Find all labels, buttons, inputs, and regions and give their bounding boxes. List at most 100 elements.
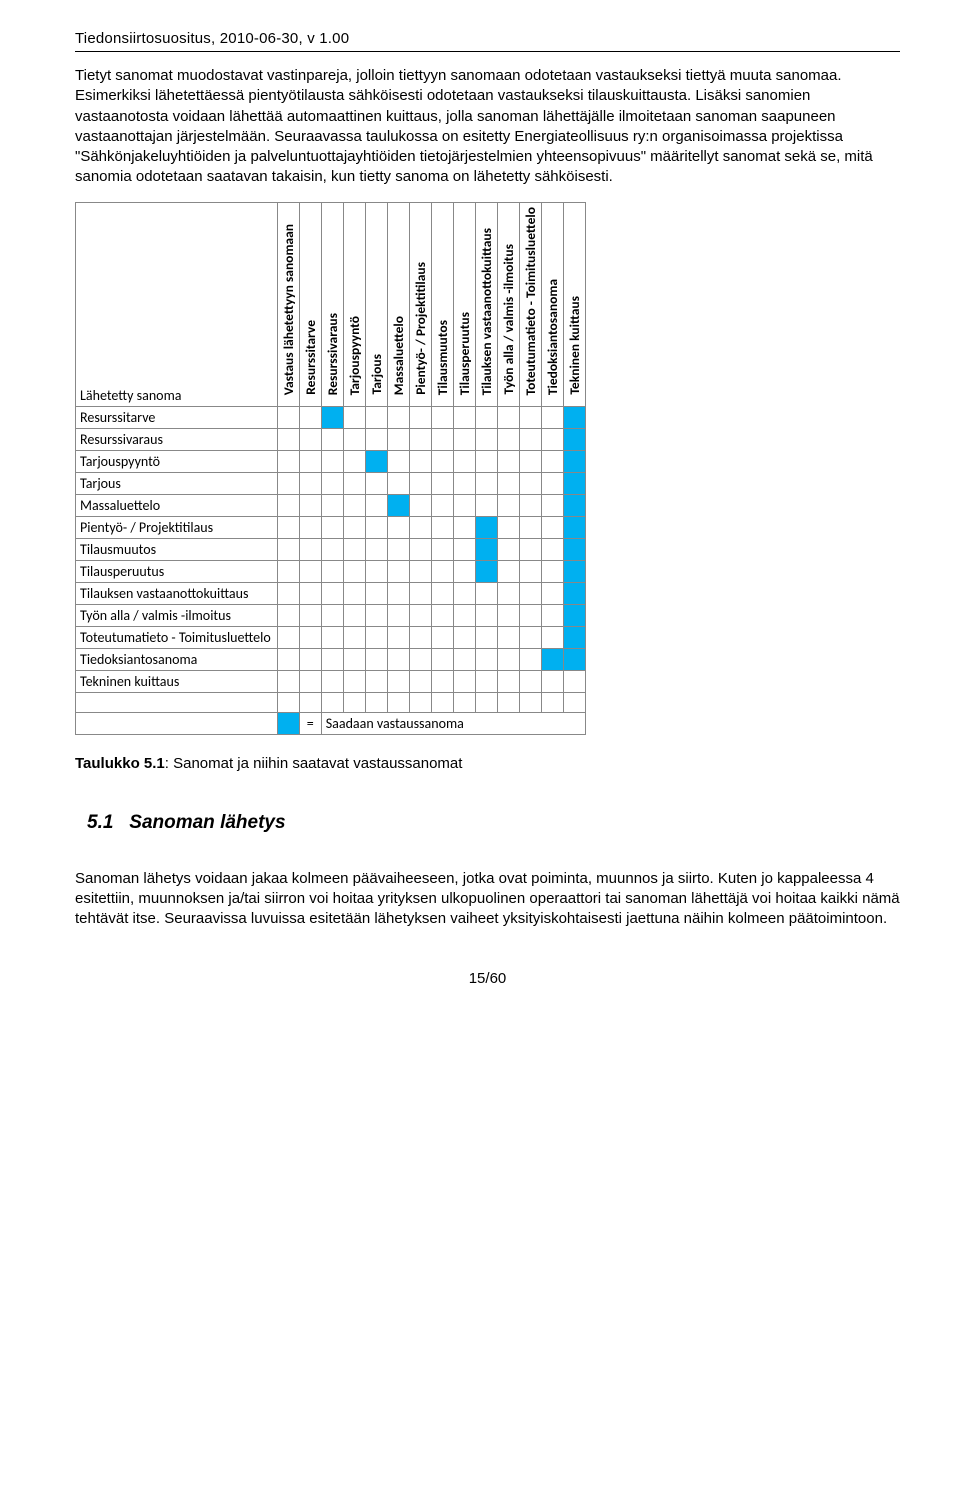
matrix-cell	[409, 516, 431, 538]
matrix-cell	[541, 582, 563, 604]
matrix-cell	[453, 626, 475, 648]
matrix-row-header: Tilauksen vastaanottokuittaus	[76, 582, 278, 604]
intro-paragraph: Tietyt sanomat muodostavat vastinpareja,…	[75, 66, 900, 188]
matrix-cell	[365, 538, 387, 560]
matrix-cell	[519, 582, 541, 604]
matrix-cell	[563, 494, 585, 516]
matrix-cell	[431, 406, 453, 428]
matrix-cell	[299, 428, 321, 450]
matrix-cell	[475, 450, 497, 472]
matrix-cell	[519, 538, 541, 560]
matrix-cell	[541, 560, 563, 582]
matrix-cell	[475, 582, 497, 604]
matrix-row-header: Tilausmuutos	[76, 538, 278, 560]
matrix-cell	[321, 516, 343, 538]
matrix-cell	[453, 450, 475, 472]
matrix-cell	[321, 582, 343, 604]
matrix-col-header: Tarjouspyyntö	[343, 202, 365, 406]
matrix-cell	[321, 538, 343, 560]
matrix-cell	[321, 648, 343, 670]
matrix-row-header: Tilausperuutus	[76, 560, 278, 582]
page-number: 15/60	[75, 970, 900, 987]
matrix-cell	[541, 648, 563, 670]
matrix-cell	[387, 604, 409, 626]
matrix-cell	[365, 428, 387, 450]
matrix-cell	[387, 428, 409, 450]
matrix-cell	[299, 494, 321, 516]
matrix-cell	[453, 560, 475, 582]
matrix-cell	[321, 626, 343, 648]
matrix-cell	[431, 560, 453, 582]
matrix-cell	[563, 604, 585, 626]
matrix-cell	[277, 626, 299, 648]
matrix-cell	[277, 494, 299, 516]
matrix-col-header: Resurssitarve	[299, 202, 321, 406]
matrix-cell	[475, 626, 497, 648]
matrix-col-header: Tiedoksiantosanoma	[541, 202, 563, 406]
matrix-cell	[277, 604, 299, 626]
matrix-cell	[409, 450, 431, 472]
matrix-cell	[365, 406, 387, 428]
matrix-row-header: Resurssivaraus	[76, 428, 278, 450]
matrix-cell	[321, 604, 343, 626]
matrix-cell	[409, 428, 431, 450]
matrix-cell	[519, 648, 541, 670]
matrix-cell	[541, 472, 563, 494]
matrix-col-header: Pientyö- / Projektitilaus	[409, 202, 431, 406]
matrix-cell	[365, 494, 387, 516]
matrix-cell	[497, 604, 519, 626]
matrix-cell	[497, 494, 519, 516]
matrix-cell	[431, 450, 453, 472]
matrix-cell	[431, 494, 453, 516]
caption-label: Taulukko 5.1	[75, 755, 165, 772]
matrix-cell	[519, 516, 541, 538]
matrix-row-header: Työn alla / valmis -ilmoitus	[76, 604, 278, 626]
matrix-cell	[409, 648, 431, 670]
matrix-cell	[387, 582, 409, 604]
matrix-cell	[453, 648, 475, 670]
matrix-cell	[299, 406, 321, 428]
matrix-cell	[343, 560, 365, 582]
page-header: Tiedonsiirtosuositus, 2010-06-30, v 1.00	[75, 30, 900, 52]
matrix-cell	[563, 450, 585, 472]
matrix-cell	[563, 582, 585, 604]
matrix-cell	[453, 582, 475, 604]
matrix-cell	[497, 626, 519, 648]
matrix-cell	[277, 450, 299, 472]
matrix-cell	[343, 582, 365, 604]
matrix-cell	[431, 428, 453, 450]
matrix-cell	[475, 648, 497, 670]
matrix-cell	[541, 450, 563, 472]
matrix-row-header: Pientyö- / Projektitilaus	[76, 516, 278, 538]
matrix-cell	[365, 604, 387, 626]
matrix-cell	[409, 604, 431, 626]
matrix-cell	[541, 516, 563, 538]
matrix-cell	[541, 626, 563, 648]
matrix-cell	[321, 406, 343, 428]
matrix-col-header: Vastaus lähetettyyn sanomaan	[277, 202, 299, 406]
table-caption: Taulukko 5.1: Sanomat ja niihin saatavat…	[75, 755, 900, 772]
matrix-row-header: Tekninen kuittaus	[76, 670, 278, 692]
matrix-row-header: Toteutumatieto - Toimitusluettelo	[76, 626, 278, 648]
matrix-cell	[387, 450, 409, 472]
matrix-cell	[321, 428, 343, 450]
matrix-cell	[431, 604, 453, 626]
matrix-cell	[519, 472, 541, 494]
matrix-cell	[321, 450, 343, 472]
matrix-cell	[387, 516, 409, 538]
legend-text: Saadaan vastaussanoma	[321, 712, 585, 734]
matrix-cell	[453, 406, 475, 428]
matrix-row-header: Massaluettelo	[76, 494, 278, 516]
section-paragraph: Sanoman lähetys voidaan jakaa kolmeen pä…	[75, 869, 900, 930]
matrix-cell	[431, 538, 453, 560]
matrix-cell	[453, 428, 475, 450]
matrix-cell	[431, 516, 453, 538]
matrix-cell	[541, 604, 563, 626]
matrix-cell	[365, 648, 387, 670]
matrix-cell	[519, 450, 541, 472]
matrix-cell	[277, 582, 299, 604]
matrix-col-header: Tilausperuutus	[453, 202, 475, 406]
matrix-cell	[497, 560, 519, 582]
matrix-col-header: Toteutumatieto - Toimitusluettelo	[519, 202, 541, 406]
section-heading: 5.1 Sanoman lähetys	[87, 812, 900, 834]
